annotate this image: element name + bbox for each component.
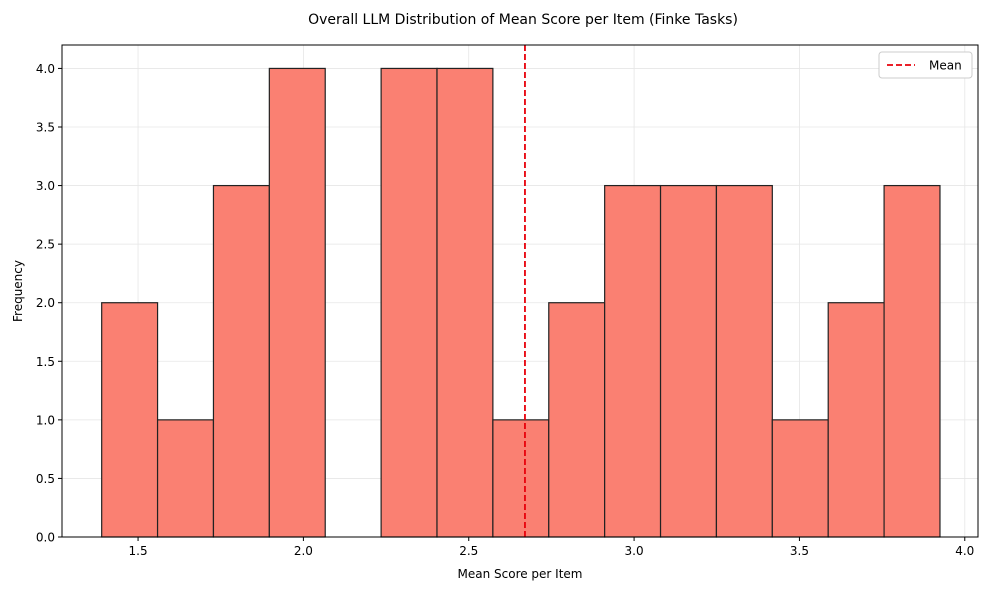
x-tick-label: 3.5 (790, 544, 809, 558)
histogram-bar (548, 302, 606, 538)
y-tick-label: 0.0 (36, 531, 55, 545)
y-tick-label: 1.5 (36, 355, 55, 369)
y-axis-ticks: 0.0 0.5 1.0 1.5 2.0 2.5 3.0 3.5 4.0 (36, 62, 62, 545)
x-tick-label: 4.0 (955, 544, 974, 558)
histogram-bar (156, 419, 215, 538)
histogram-bar (883, 184, 941, 538)
histogram-bar (380, 67, 438, 538)
y-tick-label: 2.0 (36, 296, 55, 310)
histogram-bar (715, 184, 773, 538)
histogram-bar (659, 184, 718, 538)
histogram-bar (212, 184, 270, 538)
y-tick-label: 0.5 (36, 472, 55, 486)
x-tick-label: 2.5 (459, 544, 478, 558)
x-tick-label: 3.0 (625, 544, 644, 558)
histogram-bars (101, 67, 941, 538)
x-tick-label: 2.0 (294, 544, 313, 558)
legend-mean-label: Mean (929, 59, 962, 73)
histogram-bar (436, 67, 494, 538)
histogram-bar (101, 302, 159, 538)
plot-frame (61, 44, 979, 538)
histogram-bar (604, 184, 662, 538)
y-tick-label: 1.0 (36, 413, 55, 427)
histogram-bar (492, 419, 550, 538)
y-tick-label: 3.0 (36, 179, 55, 193)
x-axis-label: Mean Score per Item (458, 567, 583, 581)
legend: Mean (878, 51, 973, 79)
legend-box (878, 51, 973, 79)
chart-title: Overall LLM Distribution of Mean Score p… (308, 12, 738, 28)
x-axis-ticks: 1.5 2.0 2.5 3.0 3.5 4.0 (129, 537, 974, 558)
y-tick-label: 3.5 (36, 121, 55, 135)
histogram-bar (268, 67, 326, 538)
histogram-bar (827, 302, 885, 538)
y-tick-label: 4.0 (36, 62, 55, 76)
y-tick-label: 2.5 (36, 238, 55, 252)
x-tick-label: 1.5 (129, 544, 148, 558)
y-axis-label: Frequency (11, 260, 25, 322)
histogram-bar (771, 419, 829, 538)
